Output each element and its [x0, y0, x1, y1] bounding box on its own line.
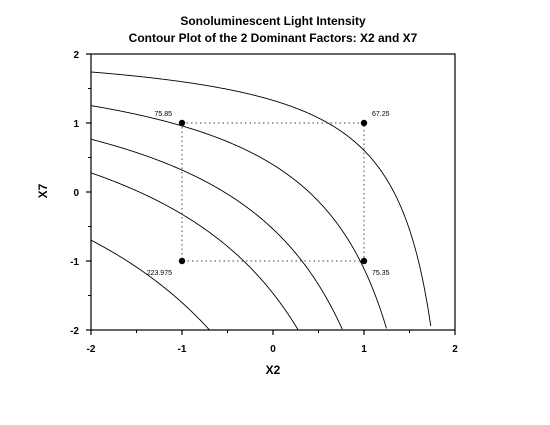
plot-frame	[90, 53, 456, 331]
contour-line-8-0	[90, 172, 299, 330]
y-tick-label-4: 2	[73, 50, 79, 61]
design-point-label-0: 75.85	[154, 111, 172, 118]
x-tick-label-0: -2	[87, 344, 96, 355]
design-point-2	[178, 257, 186, 265]
y-tick-label-0: -2	[70, 326, 79, 337]
y-axis-label: X7	[36, 183, 50, 198]
design-point-label-2: 223.975	[147, 270, 172, 277]
contour-line-7-0	[90, 138, 343, 330]
design-point-3	[360, 257, 368, 265]
y-tick-label-1: -1	[70, 257, 79, 268]
contour-line-6-0	[90, 105, 387, 329]
x-tick-label-1: -1	[178, 344, 187, 355]
x-tick-label-2: 0	[270, 344, 276, 355]
x-tick-label-4: 2	[452, 344, 458, 355]
chart-subtitle: Contour Plot of the 2 Dominant Factors: …	[129, 31, 418, 45]
design-point-0	[178, 119, 186, 127]
design-point-label-3: 75.35	[372, 270, 390, 277]
contour-lines	[90, 71, 432, 331]
axes: -2 -1 0 1 2 -2 -1 0 1 2	[70, 50, 458, 355]
x-axis-label: X2	[266, 363, 281, 377]
chart-title: Sonoluminescent Light Intensity	[180, 14, 366, 28]
x-tick-label-3: 1	[361, 344, 367, 355]
design-point-1	[360, 119, 368, 127]
contour-line-5-0	[90, 71, 432, 327]
design-square-outline	[181, 122, 365, 262]
contour-line-9-0	[90, 239, 210, 331]
design-square: 75.85 67.25 223.975 75.35	[147, 111, 390, 277]
design-point-label-1: 67.25	[372, 111, 390, 118]
y-tick-label-3: 1	[73, 119, 79, 130]
y-tick-label-2: 0	[73, 188, 79, 199]
